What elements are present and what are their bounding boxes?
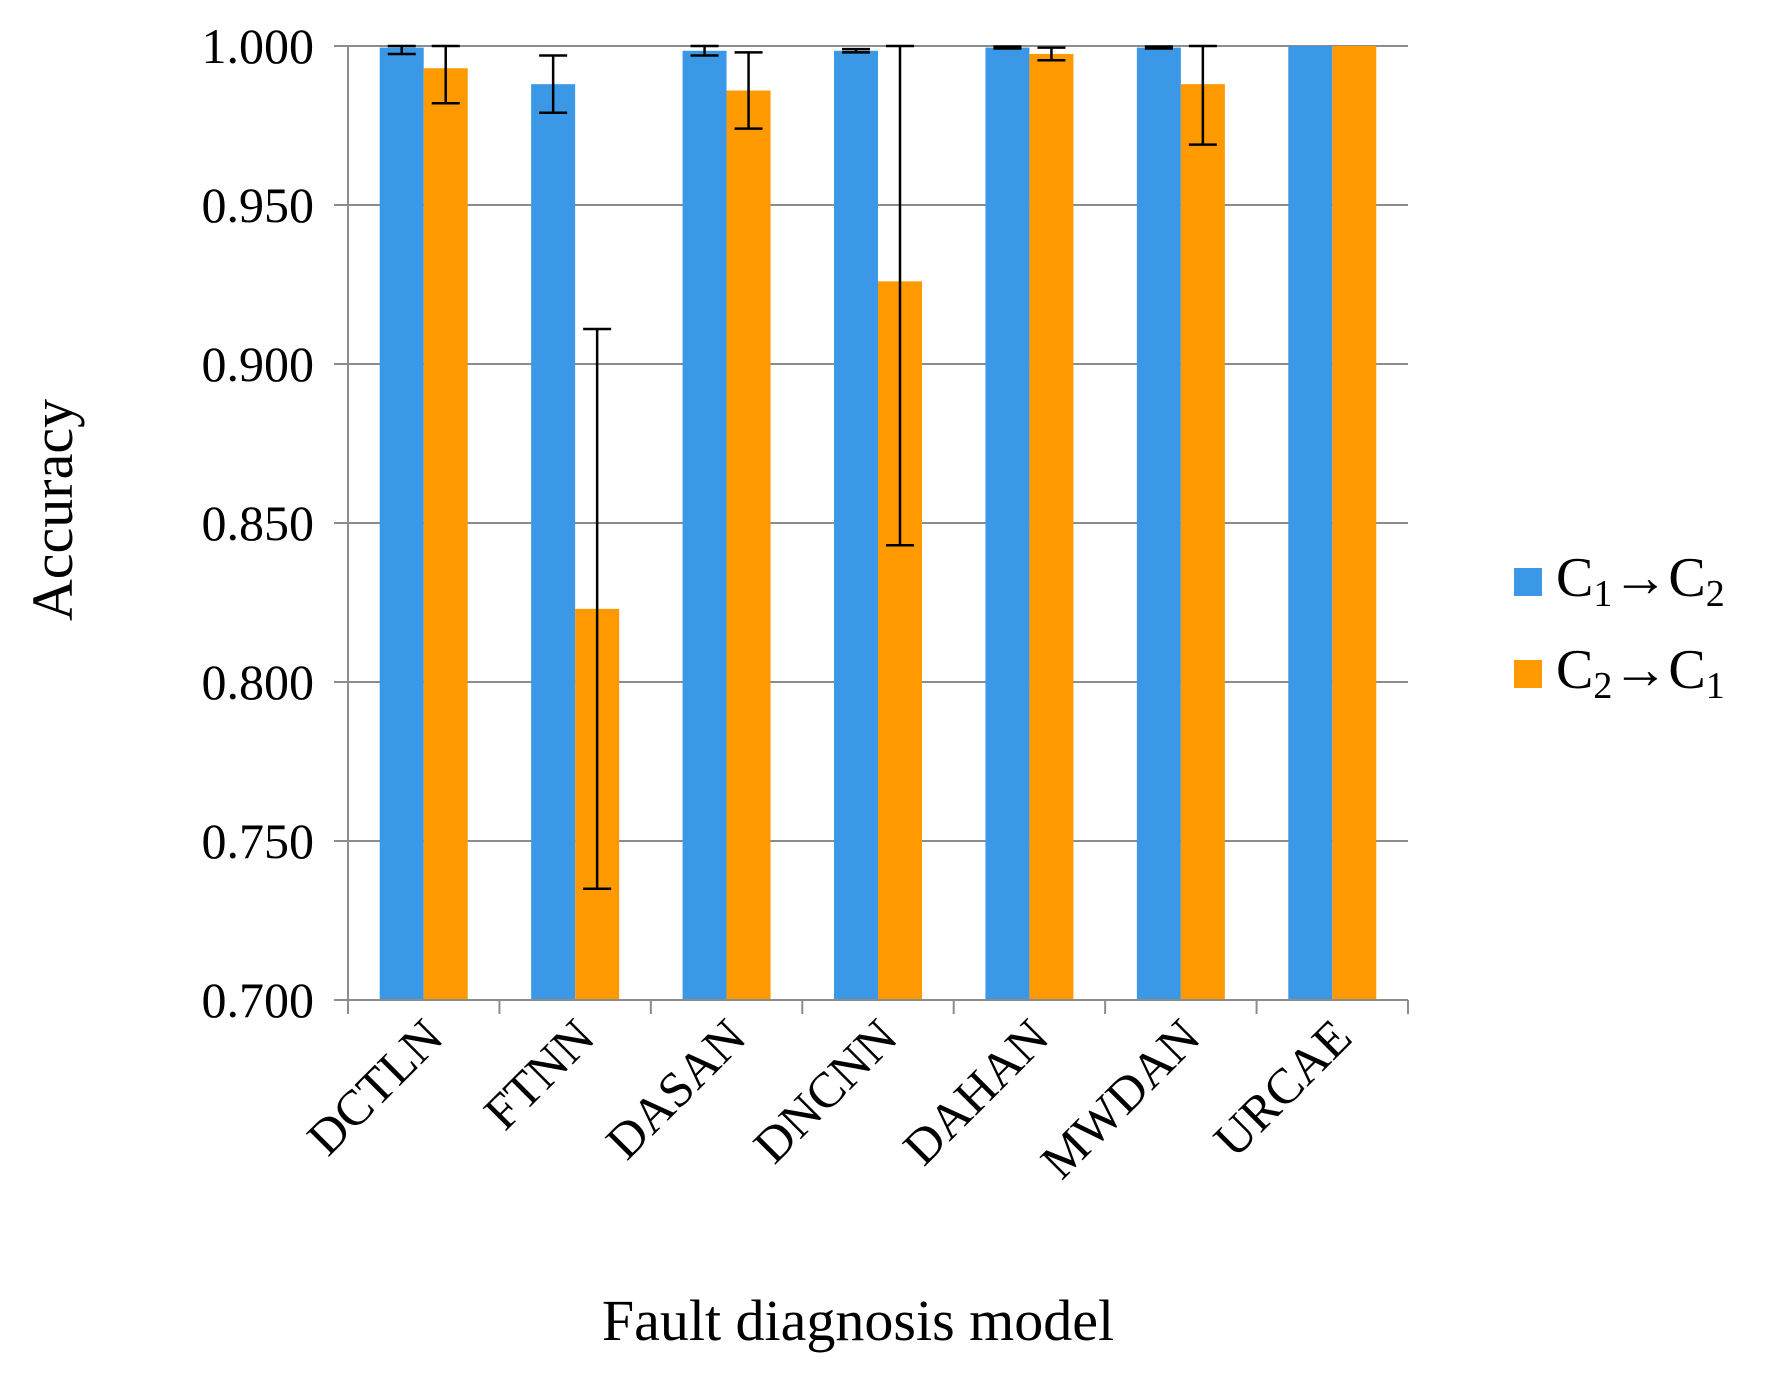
- bar: [985, 47, 1030, 1000]
- x-tick-label: DASAN: [595, 1008, 756, 1169]
- bar: [834, 50, 878, 1000]
- bar: [1029, 53, 1074, 1000]
- x-axis-title: Fault diagnosis model: [602, 1288, 1114, 1353]
- x-tick-label: FTNN: [473, 1008, 605, 1140]
- y-tick-label: 0.850: [202, 495, 315, 551]
- legend: C1→C2 C2→C1: [1514, 547, 1725, 707]
- y-tick-label: 0.750: [202, 813, 315, 869]
- legend-swatch: [1514, 660, 1542, 688]
- error-bars: [387, 44, 1217, 890]
- legend-swatch: [1514, 568, 1542, 596]
- bar: [379, 47, 424, 1000]
- y-tick-label: 0.700: [202, 972, 315, 1028]
- x-tick-label: URCAE: [1203, 1008, 1362, 1167]
- bar: [1136, 47, 1181, 1000]
- y-tick-label: 0.950: [202, 177, 315, 233]
- x-tick-label: DNCNN: [742, 1008, 907, 1173]
- y-axis-title: Accuracy: [20, 399, 85, 621]
- y-tick-label: 0.800: [202, 654, 315, 710]
- legend-label: C2→C1: [1556, 639, 1725, 707]
- bar: [726, 90, 771, 1000]
- bar: [423, 68, 468, 1000]
- bar: [531, 84, 576, 1000]
- legend-label: C1→C2: [1556, 547, 1725, 615]
- bar: [1332, 46, 1377, 1000]
- y-tick-label: 0.900: [202, 336, 315, 392]
- bars: [379, 46, 1377, 1000]
- axes: [334, 45, 1409, 1014]
- y-tick-labels: 0.700 0.750 0.800 0.850 0.900 0.950 1.000: [202, 18, 315, 1028]
- x-tick-label: DCTLN: [296, 1008, 453, 1165]
- bar: [1180, 84, 1225, 1000]
- bar: [682, 50, 727, 1000]
- x-tick-label: MWDAN: [1030, 1008, 1211, 1189]
- y-tick-label: 1.000: [202, 18, 315, 74]
- bar: [1288, 46, 1333, 1000]
